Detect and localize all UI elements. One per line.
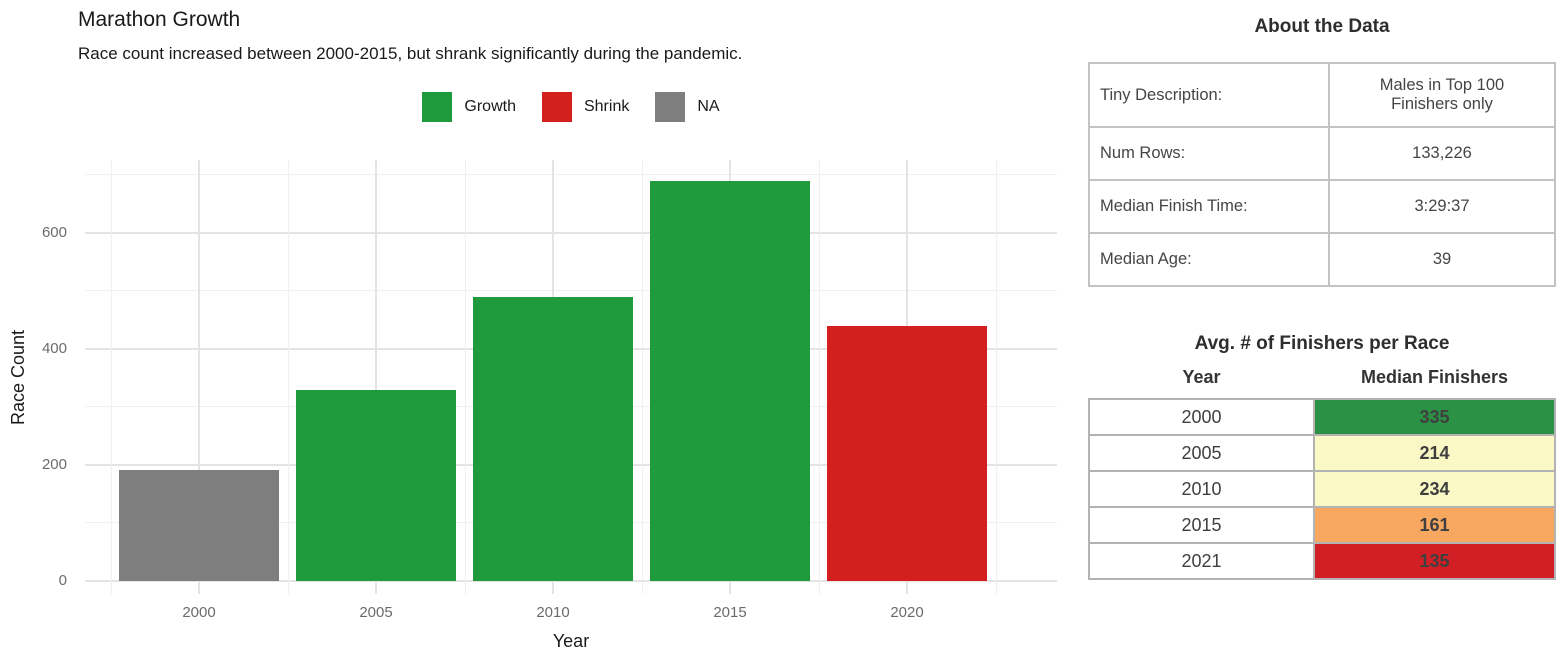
finishers-year-cell: 2000 <box>1088 398 1315 436</box>
finishers-value-cell: 214 <box>1313 434 1556 472</box>
legend-item-na: NA <box>655 92 720 122</box>
x-tick-label-2000: 2000 <box>182 604 216 621</box>
legend-label-growth: Growth <box>464 98 516 115</box>
table-header-row: Year Median Finishers <box>1089 359 1555 399</box>
chart-subtitle: Race count increased between 2000-2015, … <box>78 44 743 63</box>
legend-label-na: NA <box>697 98 720 115</box>
finishers-year-cell: 2021 <box>1088 542 1315 580</box>
bar-2000 <box>119 469 279 582</box>
y-axis-tick-labels: 0 200 400 600 <box>0 160 76 594</box>
about-row-label: Median Age: <box>1088 232 1330 287</box>
gridline-v-minor-3 <box>641 160 643 594</box>
chart-title: Marathon Growth <box>78 8 241 31</box>
gridline-v-minor-0 <box>110 160 112 594</box>
x-tick-label-2015: 2015 <box>713 604 747 621</box>
side-panel: About the Data Tiny Description: Males i… <box>1080 0 1566 666</box>
x-tick-label-2020: 2020 <box>890 604 924 621</box>
plot-panel <box>85 160 1057 594</box>
gridline-v-minor-5 <box>995 160 997 594</box>
finishers-value-cell: 161 <box>1313 506 1556 544</box>
bar-2020 <box>827 325 987 582</box>
finishers-value-cell: 234 <box>1313 470 1556 508</box>
table-row: Median Age: 39 <box>1088 232 1556 287</box>
bar-2005 <box>296 389 456 582</box>
legend-item-shrink: Shrink <box>541 92 630 122</box>
y-tick-label-200: 200 <box>41 456 67 474</box>
finishers-value-cell: 135 <box>1313 542 1556 580</box>
y-tick-label-0: 0 <box>58 572 67 590</box>
about-table: Tiny Description: Males in Top 100 Finis… <box>1088 62 1556 287</box>
finishers-value-cell: 335 <box>1313 398 1556 436</box>
gridline-v-major-2005 <box>375 160 378 594</box>
gridline-h-major-0 <box>85 580 1057 583</box>
about-row-value: 3:29:37 <box>1328 179 1556 234</box>
legend-label-shrink: Shrink <box>583 98 630 115</box>
gridline-h-minor-700 <box>85 174 1057 176</box>
about-table-title: About the Data <box>1254 16 1390 37</box>
finishers-year-cell: 2015 <box>1088 506 1315 544</box>
legend-swatch-shrink <box>541 92 572 122</box>
finishers-table: Year Median Finishers 2000 335 2005 214 … <box>1088 359 1556 580</box>
legend-swatch-na <box>655 92 686 122</box>
table-row: Num Rows: 133,226 <box>1088 126 1556 181</box>
gridline-h-minor-500 <box>85 290 1057 292</box>
table-row: 2000 335 <box>1088 398 1556 436</box>
y-tick-label-400: 400 <box>41 340 67 358</box>
about-row-value: Males in Top 100 Finishers only <box>1328 62 1556 128</box>
finishers-col-year: Year <box>1089 359 1314 399</box>
finishers-year-cell: 2010 <box>1088 470 1315 508</box>
bar-2010 <box>473 296 633 582</box>
y-tick-label-600: 600 <box>41 224 67 242</box>
gridline-v-major-2000 <box>198 160 200 594</box>
marathon-growth-chart: Marathon Growth Race count increased bet… <box>0 8 1057 651</box>
legend-swatch-growth <box>422 92 453 122</box>
finishers-table-title: Avg. # of Finishers per Race <box>1194 333 1450 354</box>
bar-2015 <box>650 180 810 582</box>
table-row: 2010 234 <box>1088 470 1556 508</box>
x-axis-tick-labels: 2000 2005 2010 2015 2020 <box>85 604 1057 624</box>
gridline-v-minor-2 <box>464 160 466 594</box>
legend-item-growth: Growth <box>422 92 516 122</box>
finishers-year-cell: 2005 <box>1088 434 1315 472</box>
gridline-v-minor-1 <box>287 160 289 594</box>
table-row: Tiny Description: Males in Top 100 Finis… <box>1088 62 1556 128</box>
about-row-label: Median Finish Time: <box>1088 179 1330 234</box>
chart-legend: Growth Shrink NA <box>85 92 1057 122</box>
about-row-label: Tiny Description: <box>1088 62 1330 128</box>
x-axis-title: Year <box>552 631 590 651</box>
gridline-h-major-600 <box>85 232 1057 235</box>
about-row-value: 133,226 <box>1328 126 1556 181</box>
table-row: 2021 135 <box>1088 542 1556 580</box>
about-row-label: Num Rows: <box>1088 126 1330 181</box>
table-row: 2015 161 <box>1088 506 1556 544</box>
x-tick-label-2005: 2005 <box>359 604 393 621</box>
gridline-v-minor-4 <box>818 160 820 594</box>
about-row-value: 39 <box>1328 232 1556 287</box>
table-row: 2005 214 <box>1088 434 1556 472</box>
x-tick-label-2010: 2010 <box>536 604 570 621</box>
table-row: Median Finish Time: 3:29:37 <box>1088 179 1556 234</box>
finishers-col-median: Median Finishers <box>1314 359 1555 399</box>
